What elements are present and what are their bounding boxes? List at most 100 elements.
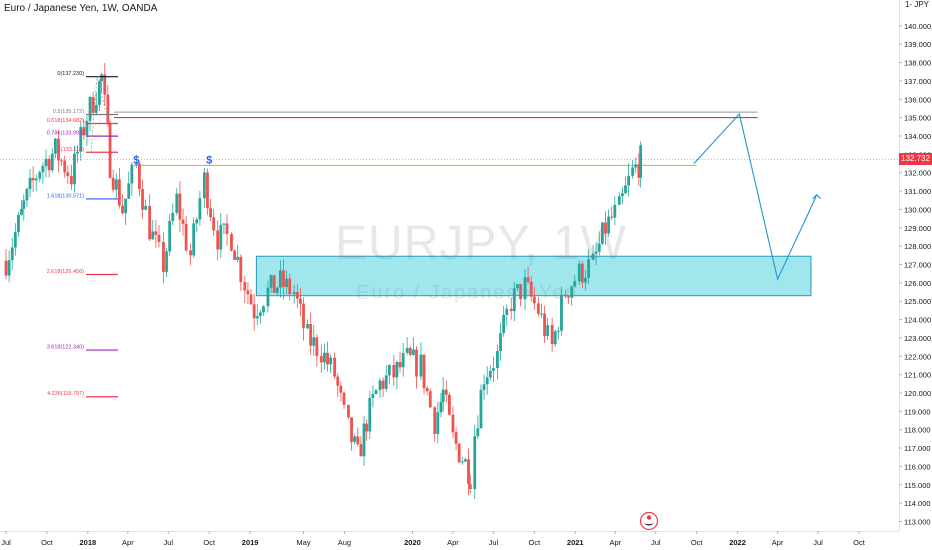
candle-body	[359, 444, 363, 457]
candle-body	[610, 216, 614, 218]
candle-body	[63, 160, 67, 173]
candle-body	[540, 313, 543, 315]
fib-level-label: 2.618(126.456)	[47, 269, 84, 275]
price-axis-label: 120.000	[904, 389, 931, 398]
time-axis-label: Jul	[1, 538, 11, 547]
candle-body	[249, 294, 253, 305]
candle-body	[620, 193, 624, 197]
candle-body	[111, 177, 115, 190]
candle-body	[57, 138, 60, 161]
candle-body	[371, 394, 375, 398]
price-axis-label: 115.000	[904, 481, 931, 490]
candle-body	[106, 94, 110, 123]
candle-body	[212, 217, 216, 231]
dividend-marker-2: $	[206, 154, 212, 166]
candle-body	[275, 287, 279, 293]
candle-body	[184, 223, 188, 251]
last-price-tag: 132.732	[899, 153, 932, 165]
candle-body	[141, 189, 144, 210]
price-axis-label: 130.000	[904, 205, 931, 214]
price-axis-label: 117.000	[904, 444, 931, 453]
candles	[4, 63, 643, 500]
time-axis-label: Jul	[813, 538, 823, 547]
candle-body	[454, 432, 458, 444]
candle-body	[10, 247, 14, 261]
candle-body	[266, 287, 270, 307]
fib-level-label: 1.618(130.571)	[47, 193, 84, 199]
time-axis-label: 2019	[242, 538, 259, 547]
symbol-title[interactable]: Euro / Japanese Yen, 1W, OANDA	[4, 3, 158, 14]
candle-body	[492, 368, 495, 371]
candle-body	[206, 172, 209, 209]
price-axis[interactable]: 113.000 114.000 115.000 116.000 117.000 118.0…	[899, 22, 931, 527]
candle-body	[323, 352, 326, 363]
candle-body	[88, 97, 92, 121]
time-axis-label: 2022	[729, 538, 746, 547]
candle-body	[148, 205, 152, 240]
candle-body	[584, 277, 587, 283]
watermark-symbol: EURJPY, 1W	[335, 217, 627, 270]
price-axis-label: 116.000	[904, 462, 931, 471]
watermark-description: Euro / Japanese Yen	[356, 282, 579, 304]
fib-level-label: 0.618(134.682)	[47, 118, 84, 124]
candle-body	[577, 263, 581, 282]
candle-body	[384, 375, 388, 389]
candle-body	[178, 193, 182, 220]
candle-body	[168, 221, 172, 252]
candle-body	[236, 256, 240, 260]
candle-body	[473, 436, 477, 489]
candle-body	[408, 347, 412, 355]
price-axis-label: 135.000	[904, 114, 931, 123]
candle-body	[76, 151, 80, 154]
candle-body	[44, 158, 48, 167]
candle-body	[374, 390, 378, 395]
time-axis-label: Apr	[122, 538, 134, 547]
candle-body	[108, 122, 112, 178]
fib-level-label: 0.786(133.993)	[47, 131, 84, 137]
time-axis-label: Apr	[772, 538, 784, 547]
candle-body	[225, 223, 229, 234]
candle-body	[381, 380, 385, 389]
candle-body	[378, 380, 382, 391]
candle-body	[315, 337, 319, 357]
candle-body	[326, 352, 329, 365]
candle-body	[175, 193, 179, 213]
candle-body	[25, 189, 29, 201]
fibonacci-extension: 0(137.230) 0.5(135.172) 0.618(134.682) 0.78…	[47, 71, 118, 398]
candle-body	[600, 222, 604, 244]
time-axis-label: Jul	[651, 538, 661, 547]
candle-body	[447, 394, 451, 415]
candle-body	[17, 214, 20, 233]
candle-body	[262, 306, 265, 313]
candle-body	[299, 298, 302, 304]
candle-body	[570, 286, 574, 298]
candle-body	[165, 251, 168, 272]
time-axis[interactable]: Jul Oct 2018 Apr Jul Oct 2019 May Aug 2020 Apr Jul O…	[1, 531, 866, 547]
time-axis-label: Oct	[529, 538, 542, 547]
tradingview-logo-icon[interactable]	[639, 511, 659, 531]
candle-body	[103, 74, 107, 95]
candle-body	[124, 198, 128, 214]
candle-body	[209, 208, 212, 218]
candle-body	[154, 231, 158, 235]
candle-body	[594, 251, 598, 254]
candle-body	[60, 160, 63, 162]
time-axis-label: Oct	[41, 538, 54, 547]
candle-body	[309, 323, 313, 346]
candle-body	[444, 389, 448, 395]
candle-body	[425, 388, 429, 392]
candle-body	[94, 105, 98, 113]
candle-body	[499, 333, 502, 352]
time-axis-label: 2021	[567, 538, 584, 547]
candle-body	[7, 260, 11, 276]
candle-body	[47, 158, 51, 171]
fib-level-label: 0.5(135.172)	[53, 109, 84, 115]
time-axis-label: Oct	[853, 538, 866, 547]
candle-body	[591, 253, 595, 260]
candle-body	[405, 347, 409, 353]
candle-body	[398, 362, 402, 368]
candle-body	[488, 370, 492, 378]
candle-body	[20, 208, 23, 215]
